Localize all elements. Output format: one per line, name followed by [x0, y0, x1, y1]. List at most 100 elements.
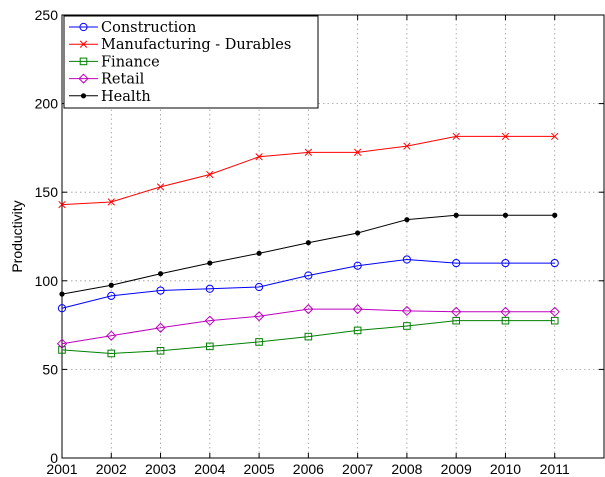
data-point: [305, 240, 311, 246]
legend-marker: [79, 22, 88, 32]
data-point: [404, 217, 410, 223]
data-point: [353, 326, 362, 335]
data-point: [206, 342, 214, 351]
data-point: [57, 304, 67, 313]
data-point: [453, 212, 459, 218]
legend-label: Finance: [101, 54, 160, 70]
data-point: [551, 132, 559, 141]
data-point: [156, 183, 165, 191]
tick-labels: 2001 2002 2003 2004 2005 2006 2007 2008 2009 2010…: [35, 7, 570, 477]
data-point: [106, 330, 117, 341]
legend-item: Construction: [69, 20, 196, 36]
x-tick-label: 2009: [441, 461, 472, 477]
y-tick-label: 250: [35, 7, 59, 23]
legend-marker: [79, 40, 88, 48]
data-point: [452, 258, 461, 268]
y-axis-label: Productivity: [9, 200, 25, 272]
series-finance: [58, 316, 559, 358]
legend-item: Health: [69, 89, 151, 105]
data-point: [256, 250, 262, 256]
x-tick-label: 2003: [145, 461, 176, 477]
x-tick-label: 2007: [342, 461, 373, 477]
data-point: [550, 258, 559, 268]
series-line: [61, 320, 555, 354]
series-construction: [57, 255, 559, 313]
data-point: [403, 142, 411, 150]
data-point: [452, 132, 460, 141]
data-point: [402, 255, 412, 264]
data-point: [155, 322, 166, 333]
series-lines: [56, 132, 560, 358]
data-point: [550, 316, 559, 325]
data-point: [403, 322, 411, 330]
data-point: [500, 306, 511, 317]
y-tick-label: 150: [35, 184, 59, 200]
legend-marker: [79, 57, 88, 66]
data-point: [353, 261, 362, 270]
y-tick-label: 100: [35, 273, 59, 289]
legend-label: Manufacturing - Durables: [101, 37, 291, 53]
data-point: [501, 258, 510, 268]
data-point: [303, 304, 314, 315]
data-point: [204, 315, 215, 326]
data-point: [452, 316, 460, 325]
data-point: [206, 170, 214, 179]
data-point: [107, 198, 115, 206]
data-point: [355, 230, 361, 236]
data-point: [304, 332, 313, 341]
data-point: [304, 271, 313, 280]
data-point: [353, 148, 362, 156]
data-point: [501, 132, 510, 141]
legend-item: Retail: [69, 72, 145, 88]
x-tick-label: 2006: [293, 461, 324, 477]
data-point: [58, 346, 66, 354]
data-point: [156, 286, 165, 295]
y-tick-label: 50: [42, 361, 58, 377]
data-point: [255, 338, 263, 346]
y-tick-label: 200: [35, 96, 59, 112]
legend-label: Construction: [101, 20, 196, 36]
data-point: [552, 212, 558, 218]
y-tick-label: 0: [50, 450, 58, 466]
data-point: [502, 212, 509, 218]
x-tick-label: 2005: [244, 461, 275, 477]
data-point: [451, 306, 462, 317]
data-point: [107, 291, 116, 300]
data-point: [157, 271, 164, 277]
data-point: [156, 346, 165, 355]
data-point: [304, 148, 313, 156]
data-point: [207, 260, 213, 266]
legend-label: Retail: [101, 72, 145, 88]
data-point: [401, 305, 413, 317]
series-line: [61, 308, 555, 345]
data-point: [205, 284, 214, 293]
data-point: [59, 291, 65, 297]
legend-item: Manufacturing - Durables: [69, 37, 291, 53]
x-tick-label: 2011: [540, 461, 570, 477]
data-point: [255, 153, 263, 161]
data-point: [56, 338, 68, 349]
data-point: [253, 311, 265, 322]
legend-marker: [78, 73, 89, 84]
x-tick-label: 2008: [391, 461, 422, 477]
legend-label: Health: [101, 89, 151, 105]
data-point: [108, 282, 114, 288]
legend-marker: [80, 93, 87, 99]
data-point: [549, 306, 560, 317]
legend-item: Finance: [69, 54, 160, 70]
data-point: [352, 304, 363, 315]
series-health: [59, 212, 558, 297]
data-point: [254, 282, 264, 292]
plot-frame: [61, 14, 605, 459]
data-point: [58, 200, 66, 209]
x-tick-label: 2004: [194, 461, 225, 477]
series-manufacturing-durables: [58, 132, 559, 209]
series-line: [61, 259, 555, 309]
x-tick-label: 2002: [96, 461, 127, 477]
grid-lines: [61, 15, 604, 458]
data-point: [107, 349, 116, 358]
data-point: [501, 316, 510, 325]
legend-box: [63, 15, 319, 109]
